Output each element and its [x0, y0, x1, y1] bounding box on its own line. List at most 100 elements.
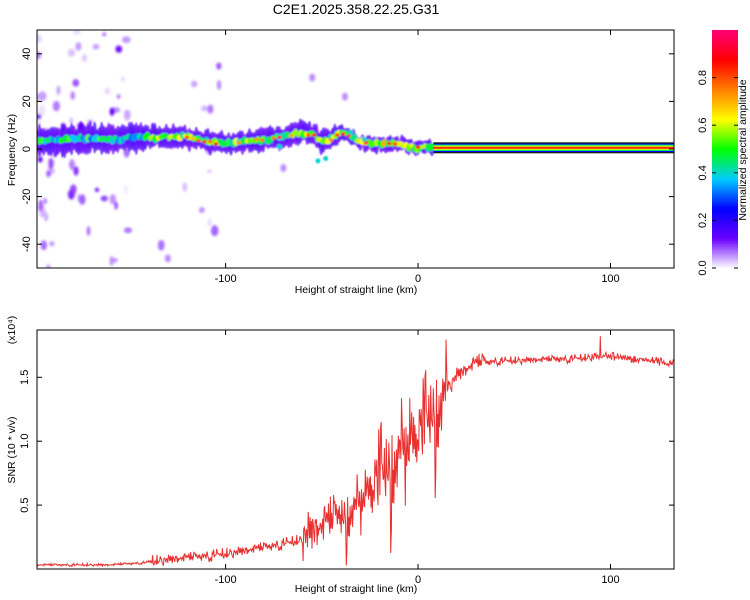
colorbar-segment: [712, 230, 738, 233]
snr-y-tick-label: 1.0: [19, 434, 31, 449]
spectrogram-y-tick-label: 0: [21, 146, 33, 152]
spectrogram-x-tick-label: -100: [215, 273, 237, 285]
spectrogram-noise-cell: [341, 92, 348, 101]
spectrogram-x-tick-label: 100: [601, 273, 619, 285]
colorbar-label: Normalized spectral amplitude: [737, 79, 749, 220]
spectrogram-noise-cell: [81, 55, 88, 63]
colorbar-segment: [712, 256, 738, 259]
colorbar-segment: [712, 190, 738, 194]
colorbar-segment: [712, 184, 738, 188]
spectrogram-noise-cell: [37, 34, 42, 44]
colorbar-segment: [712, 103, 738, 106]
colorbar-segment: [712, 111, 738, 114]
colorbar-segment: [712, 91, 738, 95]
spectrogram-noise-cell: [191, 80, 198, 88]
colorbar-segment: [712, 216, 738, 220]
snr-x-axis: -100 0 100: [215, 330, 620, 586]
spectrogram-noise-cell: [38, 200, 43, 211]
colorbar-segment: [712, 113, 738, 116]
spectrogram-noise-cell: [217, 80, 221, 90]
colorbar-segment: [712, 69, 738, 73]
spectrogram-noise-cell: [52, 100, 61, 112]
spectrogram-ridge-cell: [348, 129, 354, 135]
spectrogram-ridge-cell: [315, 158, 321, 164]
spectrogram-noise-cell: [207, 104, 214, 114]
colorbar-segment: [712, 178, 738, 182]
colorbar-segment: [712, 232, 738, 235]
colorbar-segment: [712, 266, 738, 269]
figure-title: C2E1.2025.358.22.25.G31: [273, 1, 440, 17]
colorbar-segment: [712, 119, 738, 122]
colorbar-segment: [712, 170, 738, 174]
spectrogram-noise-cell: [67, 48, 76, 57]
colorbar-segment: [712, 131, 738, 134]
colorbar-segment: [712, 61, 738, 65]
snr-series-line: [37, 336, 674, 568]
colorbar-tick-label: 0.6: [697, 118, 709, 133]
spectrogram-noise-cell: [73, 30, 81, 35]
spectrogram-noise-cell: [86, 226, 91, 236]
colorbar-tick-label: 0.2: [697, 213, 709, 228]
colorbar-tick-label: 0.4: [697, 165, 709, 180]
spectrogram-ridge-cell: [271, 136, 276, 140]
colorbar-segment: [712, 51, 738, 55]
colorbar-segment: [712, 47, 738, 51]
colorbar-segment: [712, 168, 738, 172]
spectrogram-stable-line: [433, 142, 674, 154]
spectrogram-ridge-cell: [374, 138, 379, 147]
spectrogram-panel: -100 0 100 -40 -20 0 20 40 Height of straight …: [6, 29, 675, 296]
spectrogram-ridge-cell: [311, 133, 317, 137]
spectrogram-noise-cell: [124, 227, 132, 233]
colorbar-segment: [712, 135, 738, 138]
snr-frame: [36, 329, 675, 570]
colorbar-segment: [712, 147, 738, 150]
colorbar: 0.0 0.2 0.4 0.6 0.8 Normalized spectral ampl…: [697, 30, 749, 276]
colorbar-segment: [712, 154, 738, 158]
spectrogram-noise-cell: [43, 197, 47, 205]
colorbar-segment: [712, 127, 738, 130]
colorbar-segment: [712, 55, 738, 59]
spectrogram-ridge-cell: [381, 142, 386, 146]
colorbar-segment: [712, 73, 738, 77]
spectrogram-noise-cell: [78, 194, 86, 205]
spectrogram-ridge-cell: [277, 135, 282, 139]
colorbar-segment: [712, 89, 738, 93]
spectrogram-ridge-cell: [276, 144, 282, 150]
spectrogram-noise-cell: [199, 207, 205, 213]
spectrogram-noise-cell: [122, 36, 131, 43]
spectrogram-noise-cell: [38, 91, 47, 101]
colorbar-segment: [712, 260, 738, 263]
spectrogram-noise-cell: [70, 91, 76, 100]
spectrogram-noise-cell: [112, 107, 121, 113]
colorbar-segment: [712, 145, 738, 148]
spectrogram-ridge-cell: [288, 134, 294, 138]
spectrogram-noise-cell: [48, 158, 54, 170]
spectrogram-ridge-cell: [392, 142, 398, 146]
spectrogram-ridge-cell: [213, 142, 219, 146]
colorbar-segment: [712, 53, 738, 57]
spectrogram-ridge-cell: [323, 156, 329, 162]
spectrogram-noise-cell: [201, 105, 208, 112]
colorbar-segment: [712, 188, 738, 192]
spectrogram-noise-cell: [46, 170, 51, 178]
colorbar-segment: [712, 224, 738, 227]
colorbar-segment: [712, 162, 738, 166]
spectrogram-y-label: Frequency (Hz): [6, 114, 18, 186]
colorbar-segment: [712, 174, 738, 178]
spectrogram-noise-cell: [123, 184, 128, 195]
spectrogram-noise-cell: [207, 218, 212, 227]
snr-background: [37, 330, 674, 569]
spectrogram-noise-cell: [164, 254, 171, 263]
spectrogram-noise-cell: [49, 241, 55, 247]
spectrogram-noise-cell: [124, 109, 131, 120]
spectrogram-ridge-cell: [236, 141, 242, 145]
colorbar-segment: [712, 202, 738, 206]
spectrogram-noise-cell: [72, 79, 79, 87]
colorbar-segment: [712, 49, 738, 53]
spectrogram-noise-cell: [92, 44, 100, 50]
spectrogram-noise-cell: [75, 42, 82, 51]
spectrogram-ridge-cell: [415, 145, 421, 149]
spectrogram-noise-cell: [73, 166, 79, 176]
colorbar-segment: [712, 206, 738, 210]
colorbar-segment: [712, 182, 738, 186]
